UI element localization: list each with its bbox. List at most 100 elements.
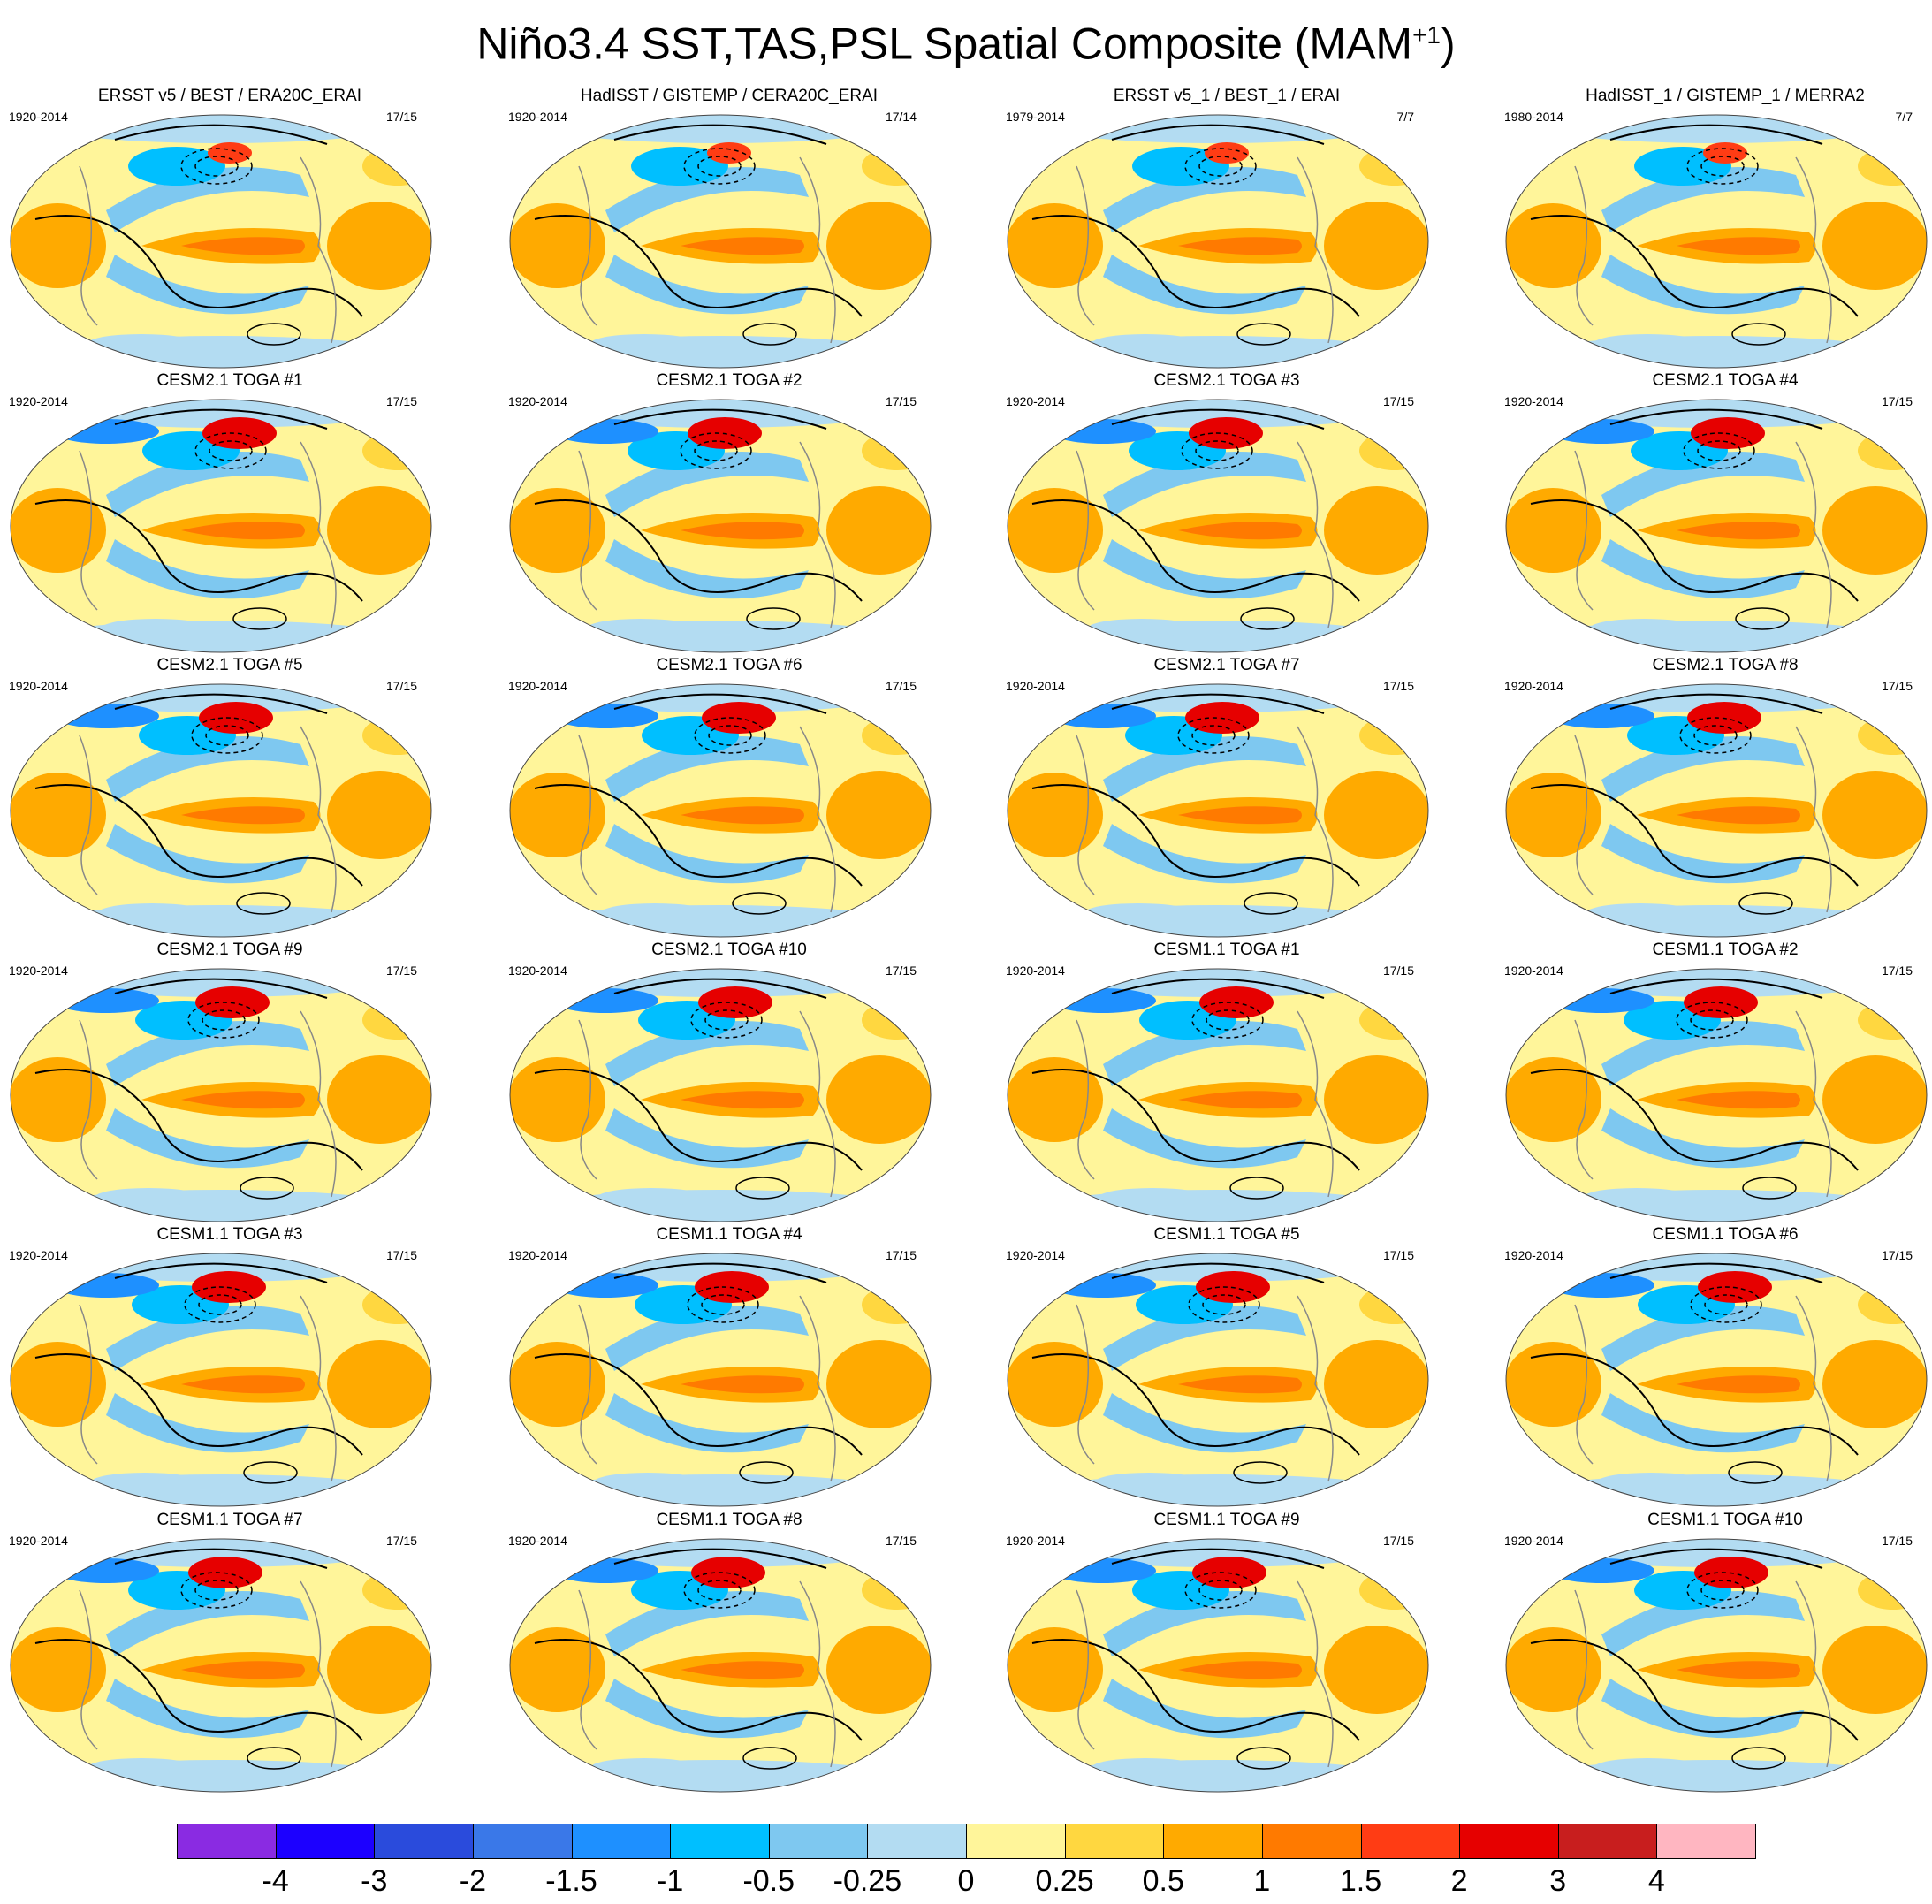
coastline-americas [1297,1010,1334,1198]
anomaly-map [1505,683,1928,938]
southern-ocean-cool-band [11,336,431,368]
coastline-americas [300,441,337,628]
eurasia-warm-patch [1858,1571,1927,1610]
panel-title: CESM2.1 TOGA #10 [651,941,807,959]
eurasia-warm-patch [1359,147,1428,186]
enso-warm-core [681,1091,804,1109]
south-pacific-cool-arm [106,1393,309,1453]
psl-zero-contour [1530,499,1859,602]
psl-high-contour [742,323,797,346]
psl-low-contour [1676,1002,1748,1039]
coastline-africa-asia [1076,1589,1095,1750]
psl-arctic-contour [1609,693,1823,714]
anomaly-map [509,1538,932,1793]
psl-arctic-contour [613,1548,827,1569]
colorbar-tick-label: -1.5 [545,1864,597,1898]
north-pacific-cool-arm [1601,452,1805,517]
map-panel: CESM2.1 TOGA #7 1920-2014 17/15 [997,656,1457,941]
psl-low-inner-contour [205,725,249,746]
anomaly-map [10,399,432,653]
psl-high-contour [243,1461,298,1484]
coastline-africa-asia [79,1019,98,1180]
north-pacific-cool-arm [106,736,309,802]
panel-years: 1920-2014 [9,963,68,978]
panel-years: 1920-2014 [9,394,68,408]
map-panel: CESM1.1 TOGA #1 1920-2014 17/15 [997,941,1457,1225]
south-pacific-cool-arm [605,255,809,315]
north-pacific-cool-arm [1601,1021,1805,1086]
psl-low-inner-contour [1195,440,1239,461]
colorbar-box [177,1824,277,1859]
panel-title: ERSST v5 / BEST / ERA20C_ERAI [97,87,362,105]
north-pacific-cool-arm [1601,1591,1805,1656]
panel-count: 17/15 [885,679,917,693]
southern-cool-patch [88,334,194,352]
atlantic-warm-region [826,1626,931,1714]
colorbar-tick-label: 0 [957,1864,975,1898]
eurasia-warm-patch [1359,431,1428,470]
psl-low-contour [194,432,267,469]
atlantic-warm-region [1822,771,1927,859]
psl-zero-contour [534,215,863,317]
enso-warm-core [1178,522,1302,540]
psl-low-contour [191,717,263,754]
atlantic-warm-region [1324,202,1428,290]
coastline-americas [1297,1580,1334,1768]
coastline-americas [1795,1010,1832,1198]
arctic-cool-band [18,115,424,143]
map-border [509,968,932,1222]
psl-arctic-contour [1609,124,1823,145]
psl-low-inner-contour [1690,1009,1734,1031]
panel-years: 1920-2014 [1504,1534,1563,1548]
panel-title: HadISST / GISTEMP / CERA20C_ERAI [580,87,879,105]
enso-warm-core [681,1661,804,1679]
coastline-americas [300,156,337,344]
psl-high-contour [1236,1747,1291,1770]
north-pacific-cool-arm [1601,167,1805,232]
coastline-americas [300,726,337,913]
map-panel: CESM1.1 TOGA #8 1920-2014 17/15 [499,1511,959,1795]
north-pacific-cool-arm [605,736,809,802]
atlantic-warm-region [327,771,431,859]
colorbar-box [374,1824,474,1859]
colorbar: -4 -3 -2 -1.5 -1 -0.5 -0.25 0 0.25 0.5 1 1.5 2 3 4 [0,1816,1932,1900]
panel-title: CESM2.1 TOGA #8 [1652,656,1799,674]
map-border [1505,683,1928,938]
enso-warm-core [181,1375,305,1394]
eurasia-warm-patch [362,1285,431,1324]
siberian-cold-anomaly [552,988,658,1013]
map-panel: HadISST_1 / GISTEMP_1 / MERRA2 1980-2014 7… [1495,87,1932,371]
panel-count: 17/15 [385,1534,417,1548]
panel-count: 17/15 [1881,1534,1913,1548]
coastline-africa-asia [1574,735,1594,895]
psl-low-inner-contour [1697,440,1741,461]
eurasia-warm-patch [862,1285,931,1324]
enso-warm-core [181,237,305,255]
enso-warm-core [1178,1661,1302,1679]
anomaly-map [1007,968,1429,1222]
arctic-cool-band [517,115,924,143]
coastline-africa-asia [578,735,597,895]
north-pacific-cool-arm [605,1591,809,1656]
southern-ocean-cool-band [1008,621,1428,652]
psl-low-contour [683,148,756,185]
indian-ocean-warm-region [11,1057,106,1142]
south-pacific-cool-arm [1103,1108,1306,1169]
indian-ocean-warm-region [11,203,106,288]
map-border [509,114,932,369]
panel-title: CESM1.1 TOGA #1 [1153,941,1300,959]
coastline-americas [1297,441,1334,628]
panel-years: 1920-2014 [1006,1534,1065,1548]
southern-ocean-cool-band [1506,1474,1927,1506]
psl-high-contour [236,892,291,915]
psl-zero-contour [1031,499,1360,602]
colorbar-box [1557,1824,1658,1859]
north-pacific-cool-arm [106,167,309,232]
colorbar-box [670,1824,770,1859]
north-pacific-cold-core [1132,147,1229,186]
siberian-cold-anomaly [53,419,159,444]
southern-cool-patch [1584,1188,1690,1206]
psl-arctic-contour [1609,978,1823,999]
psl-arctic-contour [613,1262,827,1283]
enso-warm-core [681,237,804,255]
